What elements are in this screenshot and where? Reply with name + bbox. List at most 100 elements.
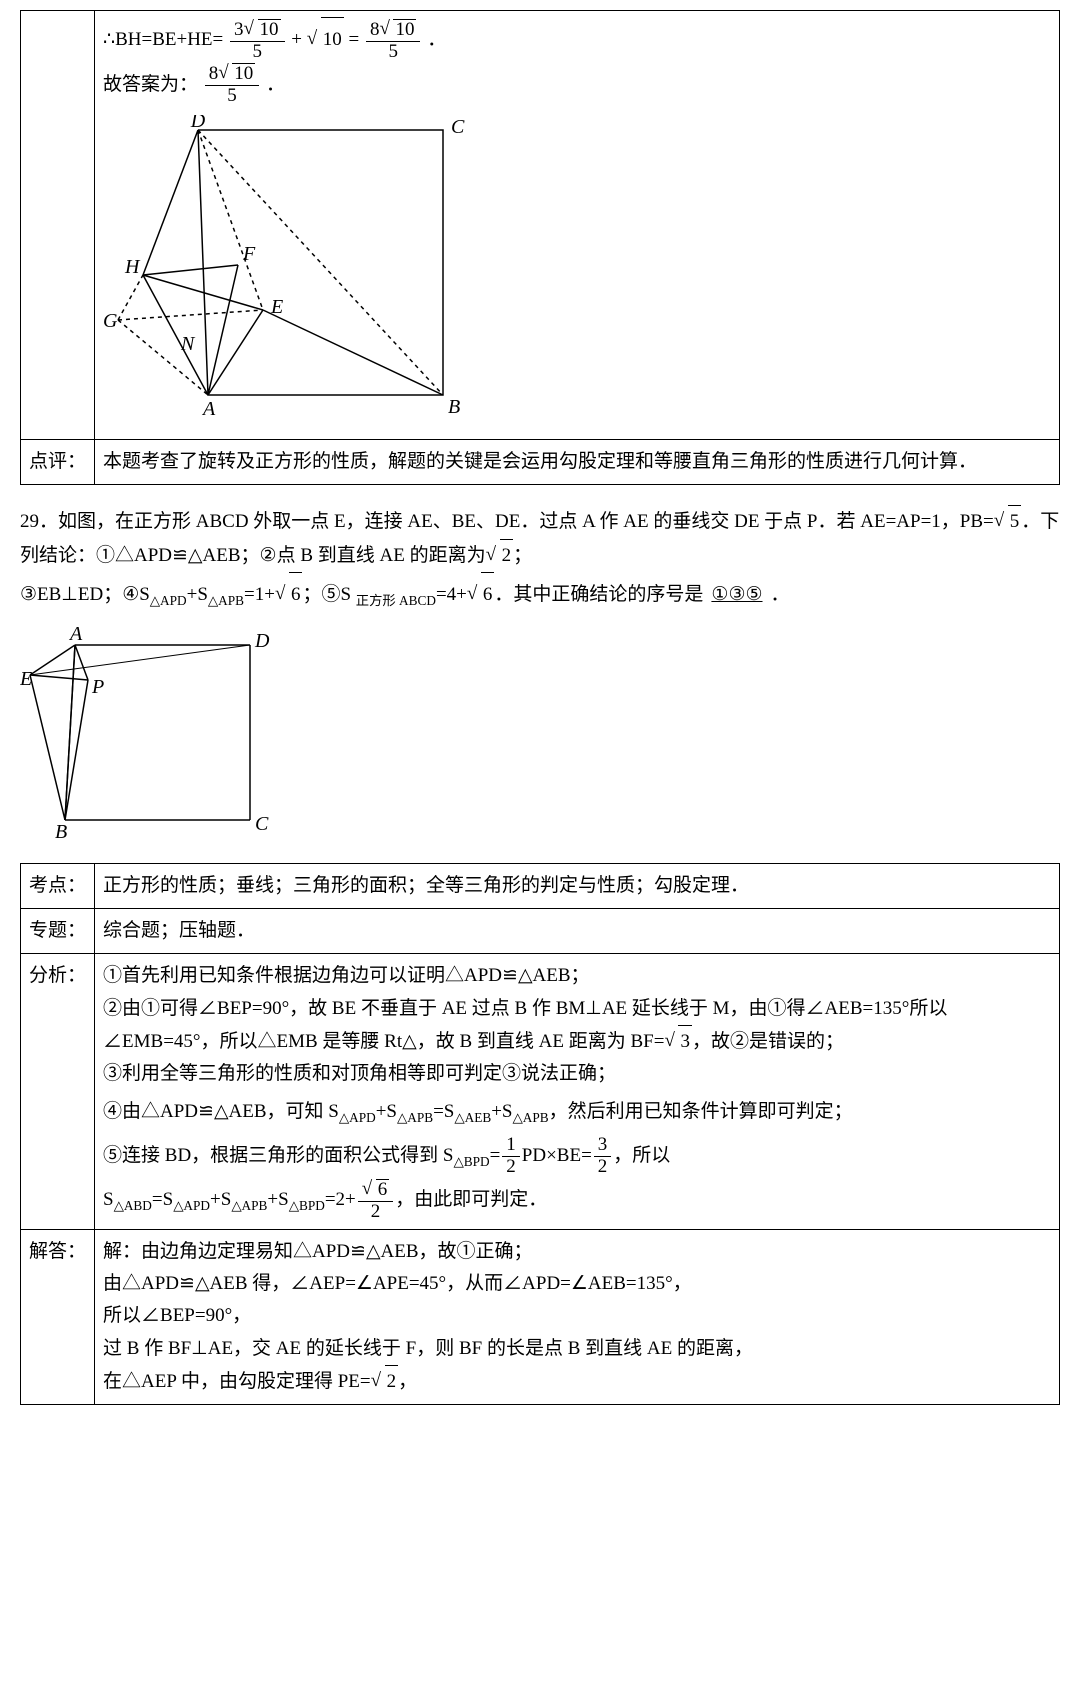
bh-pre: ∴BH=BE+HE= (103, 29, 223, 50)
fx4t2: =S (433, 1101, 454, 1122)
fx4: ④由△APD≌△AEB，可知 S△APD+S△APB=S△AEB+S△APB，然… (103, 1090, 1051, 1134)
q29-t2: ③EB⊥ED；④S (20, 584, 150, 605)
dianping-text: 本题考查了旋转及正方形的性质，解题的关键是会运用勾股定理和等腰直角三角形的性质进… (95, 440, 1060, 485)
q29-eq1: =1+ (244, 584, 275, 605)
q29-t1: 如图，在正方形 ABCD 外取一点 E，连接 AE、BE、DE．过点 A 作 A… (58, 511, 994, 532)
fx4t1: +S (376, 1101, 397, 1122)
frac1-den: 5 (230, 42, 285, 63)
fx4b: ，然后利用已知条件计算即可判定； (549, 1101, 853, 1122)
fx5a: ⑤连接 BD，根据三角形的面积公式得到 S (103, 1145, 453, 1166)
fx5-half: 12 (502, 1135, 520, 1178)
dianping-label: 点评： (21, 440, 95, 485)
ans-period: ． (266, 74, 285, 95)
sqrt10: 10 (307, 17, 344, 62)
frac-3root10-5: 310 5 (230, 19, 285, 63)
lbl2-D: D (254, 630, 270, 652)
sub-apd: △APD (150, 593, 187, 608)
fenxi-content: ①首先利用已知条件根据边角边可以证明△APD≌△AEB； ②由①可得∠BEP=9… (95, 954, 1060, 1229)
plus: + (291, 29, 302, 50)
lbl-F: F (242, 243, 256, 265)
fx4s3: △AEB (454, 1110, 491, 1125)
fx2: ②由①可得∠BEP=90°，故 BE 不垂直于 AE 过点 B 作 BM⊥AE … (103, 993, 1051, 1059)
fenxi-label: 分析： (21, 954, 95, 1229)
ans-frac: 810 5 (205, 63, 260, 107)
top-table: ∴BH=BE+HE= 310 5 + 10 = 810 5 ． 故答案为： 81… (20, 10, 1060, 485)
fx5bfn: 6 (362, 1179, 390, 1200)
q29-answer: ①③⑤ (703, 584, 770, 605)
period: ． (427, 29, 446, 50)
jd5b: ， (398, 1371, 417, 1392)
lbl-D: D (190, 115, 206, 132)
ans-den: 5 (205, 86, 260, 107)
sub-sq: 正方形 ABCD (356, 593, 436, 608)
fx5t1: = (490, 1145, 501, 1166)
fx5bt1: =S (152, 1189, 173, 1210)
sqrt5: 5 (994, 505, 1022, 538)
lbl2-E: E (20, 668, 32, 690)
lbl-G: G (103, 310, 118, 332)
fx5b: S△ABD=S△APD+S△APB+S△BPD=2+62，由此即可判定． (103, 1178, 1051, 1223)
jd5-sqrt2: 2 (371, 1365, 399, 1398)
fx3: ③利用全等三角形的性质和对顶角相等即可判定③说法正确； (103, 1058, 1051, 1090)
fx5-3-2: 32 (594, 1135, 612, 1178)
sqrt6b: 6 (467, 572, 495, 617)
fx5bt2: +S (210, 1189, 231, 1210)
question-29: 29．如图，在正方形 ABCD 外取一点 E，连接 AE、BE、DE．过点 A … (20, 505, 1060, 844)
top-row1-label (21, 11, 95, 440)
lbl2-P: P (91, 676, 104, 698)
lbl-N: N (180, 333, 196, 355)
q29-line1: 29．如图，在正方形 ABCD 外取一点 E，连接 AE、BE、DE．过点 A … (20, 505, 1060, 572)
lbl-E: E (270, 296, 283, 318)
q29-t2b: ；⑤S (302, 584, 355, 605)
fx5bs3: △APB (231, 1198, 267, 1213)
fx5bs1: △ABD (114, 1198, 152, 1213)
answer-line: 故答案为： 810 5 ． (103, 63, 1051, 108)
eq-sign: = (348, 29, 359, 50)
sqrt6a: 6 (275, 572, 303, 617)
fx4t3: +S (491, 1101, 512, 1122)
q29-t1c: ； (513, 545, 532, 566)
lbl2-C: C (255, 813, 269, 835)
fx5bt4: =2+ (325, 1189, 356, 1210)
fx4s2: △APB (397, 1110, 433, 1125)
lbl-B: B (448, 396, 460, 418)
q29-num: 29． (20, 511, 58, 532)
top-row1-content: ∴BH=BE+HE= 310 5 + 10 = 810 5 ． 故答案为： 81… (95, 11, 1060, 440)
zhuanti-label: 专题： (21, 908, 95, 953)
jd3: 所以∠BEP=90°， (103, 1300, 1051, 1332)
sub-apb: △APB (208, 593, 244, 608)
fx1: ①首先利用已知条件根据边角边可以证明△APD≌△AEB； (103, 960, 1051, 992)
fx5bt5: ，由此即可判定． (395, 1189, 547, 1210)
ans-pre: 故答案为： (103, 74, 198, 95)
lbl2-B: B (55, 821, 67, 843)
fx5bt3: +S (267, 1189, 288, 1210)
jd2: 由△APD≌△AEB 得，∠AEP=∠APE=45°，从而∠APD=∠AEB=1… (103, 1268, 1051, 1300)
sqrt2-a: 2 (486, 539, 514, 572)
fx5bpre: S (103, 1189, 114, 1210)
fx5t2: PD×BE= (522, 1145, 592, 1166)
q29-p1: +S (187, 584, 208, 605)
kaodian-text: 正方形的性质；垂线；三角形的面积；全等三角形的判定与性质；勾股定理． (95, 863, 1060, 908)
q29-p2: ． (771, 584, 790, 605)
lbl-C: C (451, 116, 465, 138)
figure-1: D C H F G E N A B (103, 115, 483, 425)
jieda-label: 解答： (21, 1229, 95, 1404)
fx5s1: △BPD (453, 1154, 489, 1169)
fx5t3: ，所以 (613, 1145, 670, 1166)
jd4: 过 B 作 BF⊥AE，交 AE 的延长线于 F，则 BF 的长是点 B 到直线… (103, 1333, 1051, 1365)
fx2-sqrt3: 3 (664, 1025, 692, 1058)
bottom-table: 考点： 正方形的性质；垂线；三角形的面积；全等三角形的判定与性质；勾股定理． 专… (20, 863, 1060, 1406)
lbl2-A: A (68, 625, 83, 645)
fx2b: ，故②是错误的； (692, 1031, 844, 1052)
frac1-num: 310 (234, 19, 281, 40)
zhuanti-text: 综合题；压轴题． (95, 908, 1060, 953)
jieda-content: 解：由边角边定理易知△APD≌△AEB，故①正确； 由△APD≌△AEB 得，∠… (95, 1229, 1060, 1404)
q29-line2: ③EB⊥ED；④S△APD+S△APB=1+6；⑤S 正方形 ABCD=4+6．… (20, 572, 1060, 617)
eq-bh: ∴BH=BE+HE= 310 5 + 10 = 810 5 ． (103, 17, 1051, 63)
fx5bs2: △APD (173, 1198, 210, 1213)
fx4s4: △APB (513, 1110, 549, 1125)
jd5a: 在△AEP 中，由勾股定理得 PE= (103, 1371, 371, 1392)
q29-eq2: =4+ (436, 584, 467, 605)
kaodian-label: 考点： (21, 863, 95, 908)
figure-2: A D E P B C (20, 625, 290, 845)
